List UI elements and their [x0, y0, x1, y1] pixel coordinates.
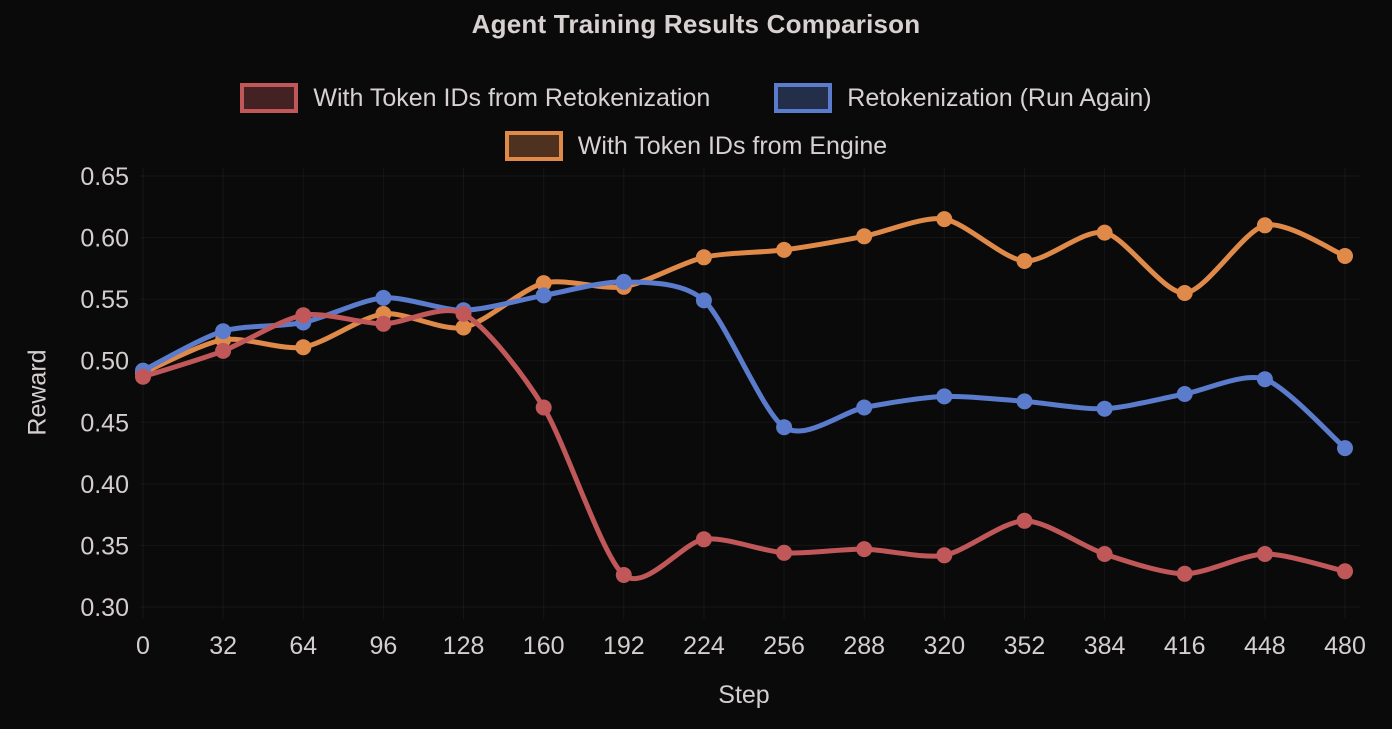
data-point-red — [936, 547, 953, 564]
x-tick-label: 416 — [1164, 632, 1206, 660]
data-point-red — [295, 307, 312, 324]
chart-legend: With Token IDs from Retokenization Retok… — [0, 74, 1392, 170]
y-tick-label: 0.40 — [80, 471, 129, 499]
data-point-red — [1096, 546, 1113, 562]
legend-swatch-red — [240, 83, 299, 113]
x-tick-label: 96 — [369, 632, 397, 660]
data-point-orange — [295, 339, 312, 356]
data-point-orange — [535, 275, 552, 292]
x-tick-label: 0 — [136, 632, 150, 660]
data-point-red — [1016, 512, 1033, 529]
data-point-red — [535, 399, 552, 416]
legend-item-engine-ids[interactable]: With Token IDs from Engine — [504, 131, 888, 161]
x-tick-label: 384 — [1084, 632, 1126, 660]
y-tick-label: 0.65 — [80, 163, 129, 191]
data-point-orange — [1337, 248, 1353, 264]
data-point-red — [1337, 563, 1353, 580]
data-point-red — [215, 342, 232, 359]
legend-item-retokenization-ids[interactable]: With Token IDs from Retokenization — [240, 83, 710, 113]
data-point-orange — [1176, 285, 1193, 301]
legend-row-1: With Token IDs from Retokenization Retok… — [0, 74, 1392, 122]
data-point-blue — [695, 292, 712, 309]
legend-label: Retokenization (Run Again) — [847, 83, 1152, 112]
legend-swatch-blue — [774, 83, 833, 113]
data-point-red — [1256, 546, 1273, 562]
x-tick-label: 224 — [683, 632, 725, 660]
data-point-red — [375, 315, 392, 332]
data-point-blue — [1256, 371, 1273, 388]
y-tick-label: 0.55 — [80, 286, 129, 314]
data-point-orange — [936, 211, 953, 228]
x-tick-label: 320 — [923, 632, 965, 660]
data-point-red — [1176, 565, 1193, 582]
data-point-blue — [1337, 440, 1353, 457]
x-axis-title: Step — [718, 681, 770, 709]
data-point-orange — [856, 228, 873, 245]
data-point-orange — [1016, 253, 1033, 269]
data-point-blue — [375, 289, 392, 306]
data-point-blue — [856, 399, 873, 416]
data-point-blue — [936, 388, 953, 405]
data-point-red — [615, 567, 632, 583]
y-tick-label: 0.45 — [80, 409, 129, 437]
data-point-red — [695, 531, 712, 548]
data-point-red — [856, 541, 873, 558]
x-tick-label: 64 — [289, 632, 317, 660]
data-point-red — [776, 544, 793, 561]
y-tick-label: 0.35 — [80, 532, 129, 560]
data-point-red — [135, 368, 151, 385]
y-tick-label: 0.60 — [80, 225, 129, 253]
x-tick-label: 352 — [1004, 632, 1046, 660]
legend-row-2: With Token IDs from Engine — [0, 122, 1392, 170]
data-point-orange — [776, 241, 793, 258]
series-line-orange — [140, 216, 1348, 376]
series-line-blue — [140, 279, 1348, 451]
y-tick-label: 0.30 — [80, 594, 129, 622]
data-point-orange — [455, 319, 472, 336]
legend-label: With Token IDs from Retokenization — [313, 83, 711, 112]
data-point-red — [455, 305, 472, 322]
legend-label: With Token IDs from Engine — [577, 131, 888, 160]
data-point-blue — [535, 287, 552, 304]
chart-title: Agent Training Results Comparison — [471, 9, 921, 39]
legend-swatch-orange — [504, 131, 563, 161]
data-point-blue — [1096, 400, 1113, 417]
x-tick-label: 448 — [1244, 632, 1286, 660]
legend-item-retokenization-run-again[interactable]: Retokenization (Run Again) — [774, 83, 1152, 113]
x-tick-label: 32 — [209, 632, 237, 660]
data-point-orange — [1096, 224, 1113, 241]
data-point-blue — [215, 323, 232, 340]
x-tick-label: 192 — [603, 632, 645, 660]
x-tick-label: 160 — [523, 632, 565, 660]
data-point-blue — [1176, 386, 1193, 402]
series-line-red — [140, 308, 1348, 582]
data-point-orange — [695, 249, 712, 266]
y-tick-label: 0.50 — [80, 348, 129, 376]
x-tick-label: 256 — [763, 632, 805, 660]
data-point-blue — [1016, 393, 1033, 410]
data-point-blue — [776, 419, 793, 436]
x-tick-label: 480 — [1324, 632, 1366, 660]
data-point-orange — [1256, 217, 1273, 234]
data-point-blue — [615, 273, 632, 290]
x-tick-label: 128 — [443, 632, 485, 660]
x-tick-label: 288 — [843, 632, 885, 660]
